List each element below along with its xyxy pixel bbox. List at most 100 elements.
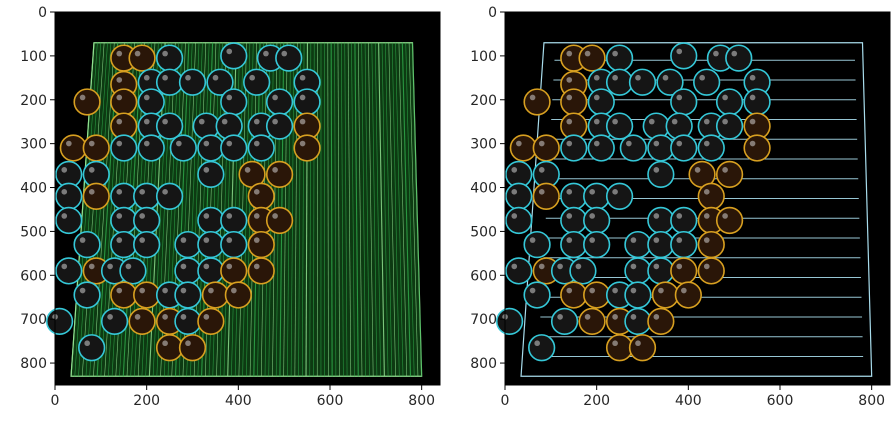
stone-glint [654, 237, 660, 243]
stone-glint [654, 167, 660, 173]
stone-body [83, 183, 109, 209]
stone-body [83, 135, 109, 161]
dark-stone [157, 69, 183, 95]
stone-body [56, 208, 82, 234]
dark-stone [198, 208, 224, 234]
stone-body [698, 183, 724, 209]
dark-stone [294, 89, 320, 115]
stone-glint [199, 119, 205, 125]
stone-glint [654, 264, 660, 270]
dark-stone [157, 113, 183, 139]
stone-glint [557, 264, 563, 270]
stone-glint [681, 288, 687, 294]
stone-glint [695, 167, 701, 173]
dark-stone [276, 45, 302, 71]
stone-glint [107, 264, 113, 270]
stone-body [671, 89, 697, 115]
stone-glint [594, 141, 600, 147]
highlighted-stone [698, 232, 724, 258]
dark-stone [221, 43, 247, 69]
stone-body [267, 162, 293, 188]
stone-body [671, 43, 697, 69]
stone-body [61, 135, 87, 161]
dark-stone [111, 208, 137, 234]
stone-glint [530, 237, 536, 243]
stone-body [511, 135, 537, 161]
stone-glint [635, 340, 641, 346]
stone-body [584, 183, 610, 209]
y-tick-label: 100 [20, 49, 47, 65]
dark-stone [671, 89, 697, 115]
highlighted-stone [157, 335, 183, 361]
stone-glint [61, 167, 67, 173]
stone-glint [704, 213, 710, 219]
dark-stone [552, 309, 578, 335]
dark-stone [497, 309, 523, 335]
stone-body [561, 208, 587, 234]
x-tick-label: 200 [133, 393, 160, 409]
stone-body [717, 89, 743, 115]
stone-body [698, 232, 724, 258]
stone-glint [144, 75, 150, 81]
stone-glint [204, 141, 210, 147]
stone-body [671, 208, 697, 234]
dark-stone [506, 208, 532, 234]
stone-body [584, 232, 610, 258]
dark-stone [171, 135, 197, 161]
stone-glint [139, 213, 145, 219]
stone-glint [185, 75, 191, 81]
stone-body [717, 113, 743, 139]
highlighted-stone [203, 282, 229, 308]
stone-glint [126, 264, 132, 270]
highlighted-stone [267, 162, 293, 188]
stone-glint [116, 189, 122, 195]
stone-body [171, 135, 197, 161]
stone-glint [300, 95, 306, 101]
stone-glint [612, 51, 618, 57]
stone-glint [89, 167, 95, 173]
dark-stone [648, 232, 674, 258]
stone-body [198, 135, 224, 161]
dark-stone [74, 232, 100, 258]
stone-glint [750, 75, 756, 81]
stone-body [607, 69, 633, 95]
stone-glint [676, 213, 682, 219]
stone-glint [226, 237, 232, 243]
stone-body [648, 162, 674, 188]
stone-body [648, 232, 674, 258]
dark-stone [584, 183, 610, 209]
y-tick-label: 500 [20, 224, 47, 240]
stone-body [561, 183, 587, 209]
dark-stone [694, 69, 720, 95]
stone-body [267, 89, 293, 115]
stone-body [648, 135, 674, 161]
stone-glint [539, 167, 545, 173]
dark-stone [726, 45, 752, 71]
dark-stone [625, 282, 651, 308]
stone-body [552, 309, 578, 335]
highlighted-stone [221, 258, 247, 284]
stone-body [226, 282, 252, 308]
dark-stone [221, 232, 247, 258]
stone-body [717, 208, 743, 234]
stone-glint [213, 75, 219, 81]
highlighted-stone [61, 135, 87, 161]
stone-glint [300, 75, 306, 81]
y-tick-label: 100 [470, 49, 497, 65]
highlighted-stone [671, 258, 697, 284]
stone-body [666, 113, 692, 139]
stone-glint [649, 119, 655, 125]
highlighted-stone [524, 89, 550, 115]
highlighted-stone [579, 45, 605, 71]
stone-glint [116, 237, 122, 243]
stone-glint [589, 288, 595, 294]
highlighted-stone [129, 309, 155, 335]
y-tick-label: 600 [20, 268, 47, 284]
stone-body [134, 282, 160, 308]
stone-body [120, 258, 146, 284]
stone-body [198, 309, 224, 335]
dark-stone [175, 232, 201, 258]
stone-glint [116, 119, 122, 125]
stone-body [630, 69, 656, 95]
stone-glint [566, 237, 572, 243]
